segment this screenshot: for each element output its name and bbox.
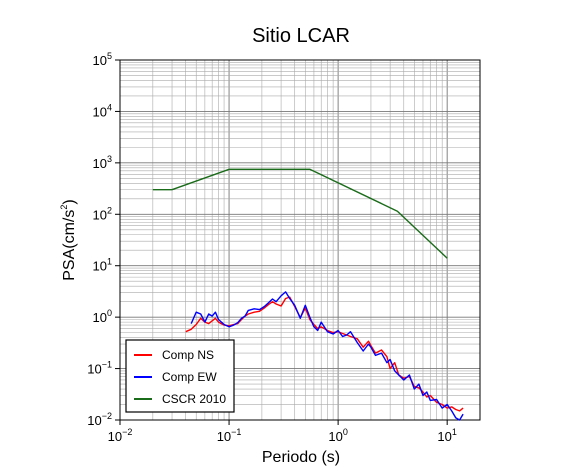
y-axis-ticks: 10−2 10−1 100 101 102 103 104 105 xyxy=(87,51,120,428)
x-axis-label: Periodo (s) xyxy=(262,449,340,466)
series-line-cscr-2010 xyxy=(152,168,448,259)
y-axis-label-exponent: 2 xyxy=(59,205,69,210)
x-tick-label: 101 xyxy=(437,427,456,444)
y-tick-label: 101 xyxy=(93,257,112,274)
legend-label: Comp EW xyxy=(162,370,217,384)
legend: Comp NS Comp EW CSCR 2010 xyxy=(125,339,235,413)
y-axis-label: PSA(cm/s2) xyxy=(59,199,78,280)
series-line-comp-ew xyxy=(190,291,464,421)
x-tick-label: 10−1 xyxy=(217,427,242,444)
y-tick-label: 10−2 xyxy=(87,411,112,428)
y-tick-label: 103 xyxy=(93,154,112,171)
chart-title: Sitio LCAR xyxy=(252,25,350,47)
y-axis-label-close: ) xyxy=(61,199,78,204)
grid-lines xyxy=(119,59,481,421)
y-tick-label: 102 xyxy=(93,205,112,222)
y-axis-label-base: PSA(cm/s xyxy=(61,210,78,281)
legend-label: CSCR 2010 xyxy=(162,392,226,406)
legend-label: Comp NS xyxy=(162,348,214,362)
x-axis-ticks: 10−2 10−1 100 101 xyxy=(108,420,457,444)
x-tick-label: 10−2 xyxy=(108,427,133,444)
y-tick-label: 10−1 xyxy=(87,360,112,377)
y-tick-label: 100 xyxy=(93,308,112,325)
series-lines xyxy=(152,168,464,421)
y-tick-label: 105 xyxy=(93,51,112,68)
y-tick-label: 104 xyxy=(93,102,112,119)
plot-area xyxy=(119,59,481,421)
x-tick-label: 100 xyxy=(328,427,347,444)
